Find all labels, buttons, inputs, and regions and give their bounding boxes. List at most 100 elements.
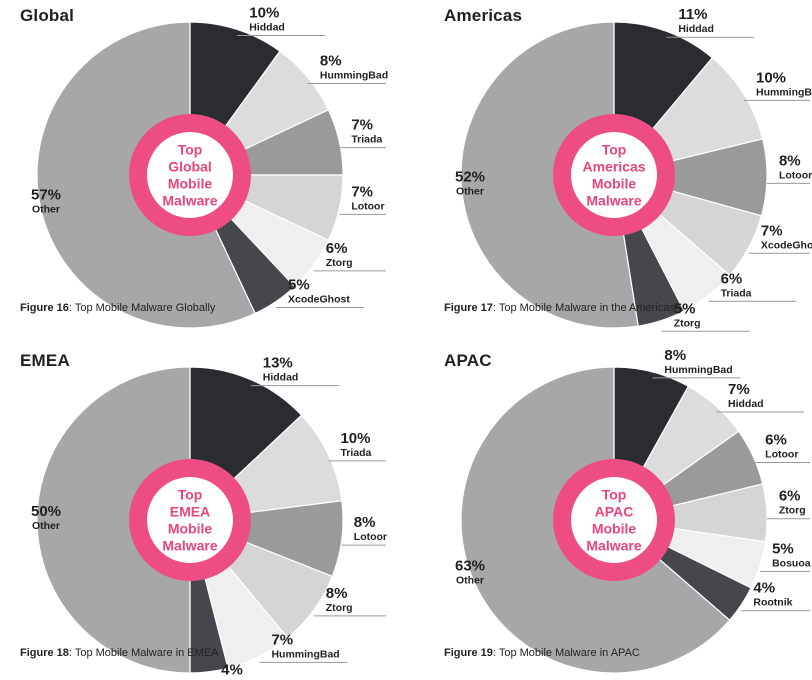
- center-label-line: APAC: [595, 504, 634, 520]
- slice-name-label: Ztorg: [326, 257, 353, 269]
- slice-name-label: HummingBad: [756, 86, 812, 98]
- chart-panel-global: Global 10% Hiddad 8% HummingBad 7% Triada 7% Lo…: [0, 0, 406, 335]
- slice-name-label: XcodeGhost: [761, 239, 812, 251]
- slice-percent-label: 8%: [664, 347, 686, 364]
- slice-percent-label: 7%: [271, 631, 293, 648]
- center-label-line: Top: [602, 487, 627, 503]
- chart-panel-americas: Americas 11%Hiddad 10%HummingBad 8%Lotoor 7…: [424, 0, 812, 335]
- slice-percent-label: 5%: [772, 540, 794, 557]
- center-label-line: Top: [602, 142, 627, 158]
- slice-percent-label: 4%: [753, 580, 775, 597]
- chart-title: EMEA: [20, 351, 70, 370]
- slice-name-label: Ztorg: [779, 505, 806, 517]
- caption-figure-number: Figure 17: [444, 302, 493, 314]
- slice-percent-label: 6%: [721, 270, 743, 287]
- slice-name-label: Lotoor: [351, 200, 384, 212]
- chart-title: Americas: [444, 6, 523, 25]
- slice-percent-label: 7%: [351, 183, 373, 200]
- center-label-line: Malware: [586, 538, 641, 554]
- center-disc: [147, 477, 233, 563]
- slice-percent-label: 7%: [728, 381, 750, 398]
- center-label-line: EMEA: [170, 504, 210, 520]
- chart-panel-emea: EMEA 13% Hiddad 10% Triada 8% Lotoor 8% Ztorg 7%…: [0, 345, 406, 680]
- slice-name-label: Ztorg: [326, 602, 353, 614]
- caption-figure-number: Figure 18: [20, 647, 69, 659]
- caption-text: : Top Mobile Malware Globally: [68, 302, 216, 314]
- slice-name-label: HummingBad: [271, 648, 339, 660]
- slice-name-label: Bosuoa: [772, 557, 811, 569]
- slice-name-label: Rootnik: [753, 597, 792, 609]
- slice-percent-label: 5%: [674, 300, 696, 317]
- slice-percent-label: 13%: [263, 355, 293, 372]
- slice-name-label: Lotoor: [354, 531, 387, 543]
- center-disc: [571, 132, 657, 218]
- pie-chart-svg: 13%Hiddad10%Triada8%Lotoor8%Ztorg7%Hummi…: [31, 355, 387, 680]
- slice-percent-label: 8%: [320, 52, 342, 69]
- center-disc: [571, 477, 657, 563]
- slice-name-label: Other: [32, 520, 60, 532]
- caption-text: : Top Mobile Malware in the Americas: [492, 302, 675, 314]
- pie-slice-other: [36, 366, 191, 674]
- center-label-line: Top: [178, 487, 203, 503]
- center-label-line: Global: [168, 159, 212, 175]
- figure-caption: Figure 17: Top Mobile Malware in the Ame…: [444, 302, 675, 314]
- pie-slice-other: [460, 21, 639, 329]
- slice-percent-label: 57%: [31, 187, 61, 204]
- slice-name-label: HummingBad: [664, 364, 732, 376]
- slice-percent-label: 5%: [288, 277, 310, 294]
- slice-name-label: XcodeGhost: [288, 294, 350, 306]
- slice-percent-label: 63%: [455, 558, 485, 575]
- slice-percent-label: 8%: [326, 585, 348, 602]
- slice-percent-label: 6%: [326, 240, 348, 257]
- slice-name-label: Triada: [721, 287, 752, 299]
- slice-name-label: Triada: [351, 134, 382, 146]
- slice-name-label: Ztorg: [674, 317, 701, 329]
- caption-figure-number: Figure 16: [20, 302, 69, 314]
- slice-name-label: Other: [32, 204, 60, 216]
- center-label-line: Malware: [586, 193, 641, 209]
- chart-title: APAC: [444, 351, 492, 370]
- slice-name-label: Hiddad: [249, 21, 285, 33]
- pie-chart-svg: 10%Hiddad8%HummingBad7%Triada7%Lotoor6%Z…: [31, 4, 388, 329]
- slice-name-label: HummingBad: [320, 69, 388, 81]
- slice-percent-label: 8%: [354, 514, 376, 531]
- slice-percent-label: 8%: [779, 152, 801, 169]
- caption-text: : Top Mobile Malware in APAC: [492, 647, 640, 659]
- center-disc: [147, 132, 233, 218]
- center-label-line: Malware: [162, 538, 217, 554]
- figure-caption: Figure 18: Top Mobile Malware in EMEA: [20, 647, 219, 659]
- slice-percent-label: 7%: [351, 117, 373, 134]
- slice-name-label: Hiddad: [678, 23, 714, 35]
- chart-panel-apac: APAC 8% HummingBad 7% Hiddad 6% Lotoor 6% Ztorg…: [424, 345, 812, 680]
- center-label-line: Malware: [162, 193, 217, 209]
- center-label-line: Mobile: [592, 176, 637, 192]
- center-label-line: Top: [178, 142, 203, 158]
- center-label-line: Mobile: [168, 176, 213, 192]
- slice-percent-label: 7%: [761, 222, 783, 239]
- slice-percent-label: 11%: [678, 6, 707, 23]
- chart-title: Global: [20, 6, 75, 25]
- caption-text: : Top Mobile Malware in EMEA: [68, 647, 219, 659]
- slice-name-label: Hiddad: [728, 398, 764, 410]
- slice-percent-label: 52%: [455, 168, 485, 185]
- center-label-line: Americas: [582, 159, 645, 175]
- slice-percent-label: 6%: [765, 431, 787, 448]
- center-label-line: Mobile: [592, 521, 637, 537]
- slice-name-label: Triada: [340, 447, 371, 459]
- figure-caption: Figure 19: Top Mobile Malware in APAC: [444, 647, 640, 659]
- slice-percent-label: 10%: [340, 430, 370, 447]
- slice-name-label: Other: [456, 185, 484, 197]
- slice-name-label: Lotoor: [779, 169, 812, 181]
- caption-figure-number: Figure 19: [444, 647, 493, 659]
- slice-percent-label: 6%: [779, 488, 801, 505]
- slice-percent-label: 10%: [249, 4, 279, 21]
- figure-caption: Figure 16: Top Mobile Malware Globally: [20, 302, 215, 314]
- slice-percent-label: 50%: [31, 503, 61, 520]
- center-label-line: Mobile: [168, 521, 213, 537]
- slice-name-label: Hiddad: [263, 372, 299, 384]
- pie-chart-svg: 11%Hiddad 10%HummingBad 8%Lotoor 7%XcodeGho…: [455, 6, 812, 332]
- slice-name-label: Other: [456, 575, 484, 587]
- pie-chart-svg: 8%HummingBad7%Hiddad6%Lotoor6%Ztorg5%Bos…: [455, 347, 811, 674]
- slice-name-label: Lotoor: [765, 448, 798, 460]
- slice-percent-label: 10%: [756, 69, 786, 86]
